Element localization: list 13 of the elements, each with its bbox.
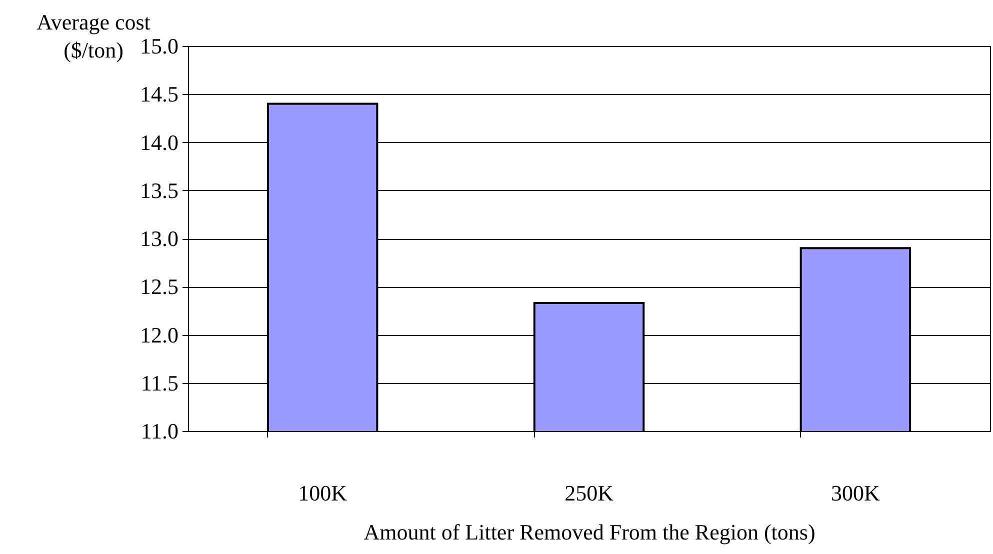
y-tick-label: 15.0 <box>140 34 178 58</box>
x-tick-label: 300K <box>831 480 880 506</box>
y-tick-label: 13.5 <box>140 178 178 203</box>
x-axis-title: Amount of Litter Removed From the Region (tons) <box>364 520 816 544</box>
y-tick-label: 11.5 <box>140 370 178 396</box>
y-tick-label: 12.0 <box>140 322 178 348</box>
y-tick-label: 14.5 <box>140 82 178 107</box>
y-tick-label: 14.0 <box>140 130 178 155</box>
y-tick-label: 11.0 <box>140 418 178 444</box>
y-tick-label: 13.0 <box>140 226 178 251</box>
y-tick-label: 12.5 <box>140 274 178 300</box>
x-tick-label: 250K <box>564 480 614 506</box>
x-tick-label: 100K <box>298 480 348 506</box>
